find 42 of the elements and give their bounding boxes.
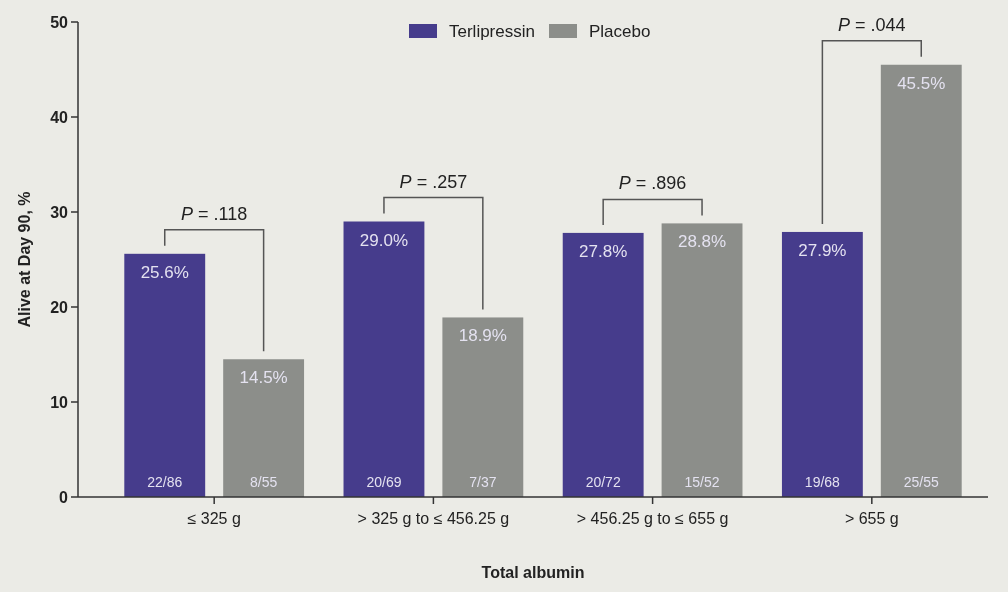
data-label: 27.9%	[798, 240, 847, 260]
x-tick-label: ≤ 325 g	[187, 510, 241, 527]
annotation: 22/86	[147, 474, 183, 490]
y-tick-label: 50	[50, 13, 69, 31]
y-tick-label: 10	[50, 393, 69, 411]
y-tick-label: 20	[50, 298, 69, 316]
bar	[562, 232, 644, 497]
bar	[880, 64, 962, 497]
annotation: 20/69	[366, 474, 402, 490]
annotation: P = .896	[618, 173, 687, 194]
y-tick-label: 0	[59, 488, 69, 506]
annotation: 20/72	[585, 474, 621, 490]
bar	[781, 231, 863, 497]
annotation: P = .044	[838, 14, 906, 35]
data-label: 14.5%	[239, 368, 288, 388]
annotation: 25/55	[903, 474, 939, 490]
data-label: 18.9%	[458, 326, 507, 346]
bar	[442, 317, 524, 497]
y-axis-title: Alive at Day 90, %	[16, 191, 33, 328]
data-label: 25.6%	[140, 262, 189, 282]
bar	[661, 223, 743, 497]
x-tick-label: > 655 g	[844, 510, 899, 527]
annotation: P = .118	[181, 203, 248, 224]
bar	[343, 221, 425, 497]
bar	[223, 359, 305, 497]
x-tick-label: > 325 g to ≤ 456.25 g	[357, 510, 510, 527]
bar	[124, 253, 206, 497]
y-tick-label: 40	[50, 108, 69, 126]
x-axis-title: Total albumin	[481, 564, 585, 581]
annotation: P = .257	[399, 171, 468, 192]
data-label: 27.8%	[579, 241, 628, 261]
data-label: 28.8%	[677, 232, 727, 252]
data-label: 29.0%	[359, 230, 409, 250]
annotation: 19/68	[804, 474, 841, 490]
x-tick-label: > 456.25 g to ≤ 655 g	[576, 510, 729, 527]
data-label: 45.5%	[897, 73, 946, 93]
legend-label: Terlipressin	[449, 21, 535, 41]
legend-label: Placebo	[589, 21, 651, 41]
annotation: 7/37	[469, 474, 497, 490]
annotation: 8/55	[250, 474, 278, 490]
annotation: 15/52	[684, 474, 720, 490]
y-tick-label: 30	[50, 203, 69, 221]
